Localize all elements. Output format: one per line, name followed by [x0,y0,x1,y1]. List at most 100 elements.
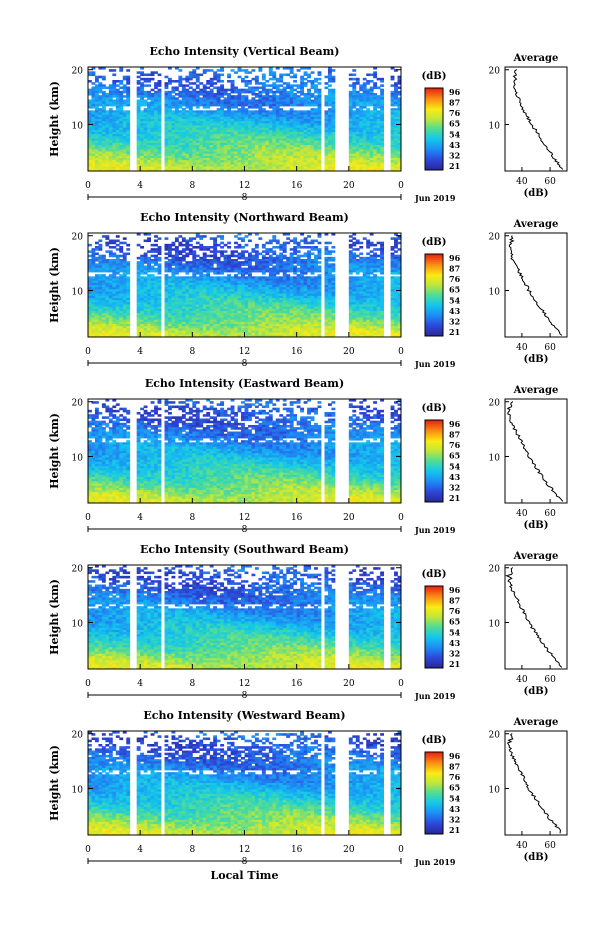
heatmap-cell [206,95,211,98]
heatmap-cell [223,127,228,131]
heatmap-cell [307,158,311,161]
heatmap-cell [143,95,148,98]
heatmap-cell [188,71,193,74]
heatmap-cell [216,142,221,146]
heatmap-cell [192,123,197,126]
heatmap-cell [286,237,291,240]
heatmap-cell [98,67,103,70]
heatmap-cell [227,160,231,163]
heatmap-cell [390,127,395,131]
heatmap-cell [154,153,158,157]
heatmap-cell [327,162,332,165]
heatmap-cell [122,147,127,150]
heatmap-cell [167,116,172,120]
heatmap-cell [303,93,308,96]
heatmap-cell [157,164,162,168]
heatmap-cell [314,119,318,122]
heatmap-cell [362,132,367,135]
heatmap-cell [261,153,266,157]
heatmap-cell [261,136,266,139]
heatmap-cell [143,93,148,96]
heatmap-cell [147,101,151,105]
heatmap-cell [366,123,371,126]
heatmap-cell [303,101,308,105]
heatmap-cell [164,151,169,155]
heatmap-cell [300,166,305,170]
heatmap-cell [296,153,301,157]
heatmap-cell [122,153,127,157]
heatmap-cell [397,162,402,165]
heatmap-cell [140,99,145,103]
heatmap-cell [397,134,402,137]
heatmap-cell [355,155,360,159]
heatmap-cell [101,99,106,103]
heatmap-cell [348,142,353,146]
heatmap-cell [268,77,273,81]
heatmap-cell [348,106,353,109]
heatmap-cell [181,125,186,129]
heatmap-cell [310,155,315,159]
heatmap-cell [390,110,395,113]
heatmap-cell [178,243,183,247]
heatmap-cell [348,119,353,122]
heatmap-cell [327,101,332,105]
heatmap-cell [154,235,158,238]
heatmap-cell [352,164,357,168]
heatmap-cell [348,99,353,103]
heatmap-cell [140,145,145,148]
heatmap-cell [167,106,172,109]
heatmap-cell [359,127,364,131]
heatmap-cell [376,119,381,122]
heatmap-cell [108,269,113,273]
heatmap-cell [147,110,151,113]
heatmap-cell [234,138,238,142]
heatmap-cell [119,119,124,122]
heatmap-cell [98,248,103,251]
heatmap-cell [307,162,311,165]
heatmap-cell [209,95,214,98]
heatmap-cell [178,147,183,150]
heatmap-cell [94,151,99,155]
heatmap-cell [101,101,106,105]
heatmap-cell [397,121,402,124]
heatmap-cell [251,106,256,109]
heatmap-cell [362,116,367,120]
heatmap-cell [94,110,99,113]
heatmap-cell [366,97,371,100]
heatmap-cell [362,82,367,85]
heatmap-cell [272,75,277,79]
heatmap-cell [352,112,357,116]
heatmap-cell [234,160,238,163]
heatmap-cell [126,272,131,275]
heatmap-cell [88,153,92,157]
heatmap-cell [108,142,113,146]
heatmap-cell [376,254,381,258]
heatmap-cell [310,132,315,135]
heatmap-cell [241,164,245,168]
heatmap-cell [136,243,141,247]
heatmap-cell [362,127,367,131]
heatmap-cell [258,147,263,150]
heatmap-cell [136,147,141,150]
heatmap-cell [234,110,238,113]
heatmap-cell [178,142,183,146]
heatmap-cell [303,110,308,113]
heatmap-cell [348,162,353,165]
heatmap-cell [199,162,204,165]
heatmap-cell [317,138,322,142]
heatmap-cell [185,164,190,168]
heatmap-cell [91,121,96,124]
heatmap-cell [223,99,228,103]
heatmap-cell [244,97,249,100]
heatmap-cell [282,149,287,152]
heatmap-cell [88,155,92,159]
heatmap-cell [317,136,322,139]
heatmap-cell [241,114,245,118]
heatmap-cell [174,160,179,163]
heatmap-cell [289,84,294,87]
heatmap-cell [366,138,371,142]
heatmap-cell [307,127,311,131]
heatmap-cell [317,142,322,146]
heatmap-cell [164,160,169,163]
heatmap-cell [136,110,141,113]
